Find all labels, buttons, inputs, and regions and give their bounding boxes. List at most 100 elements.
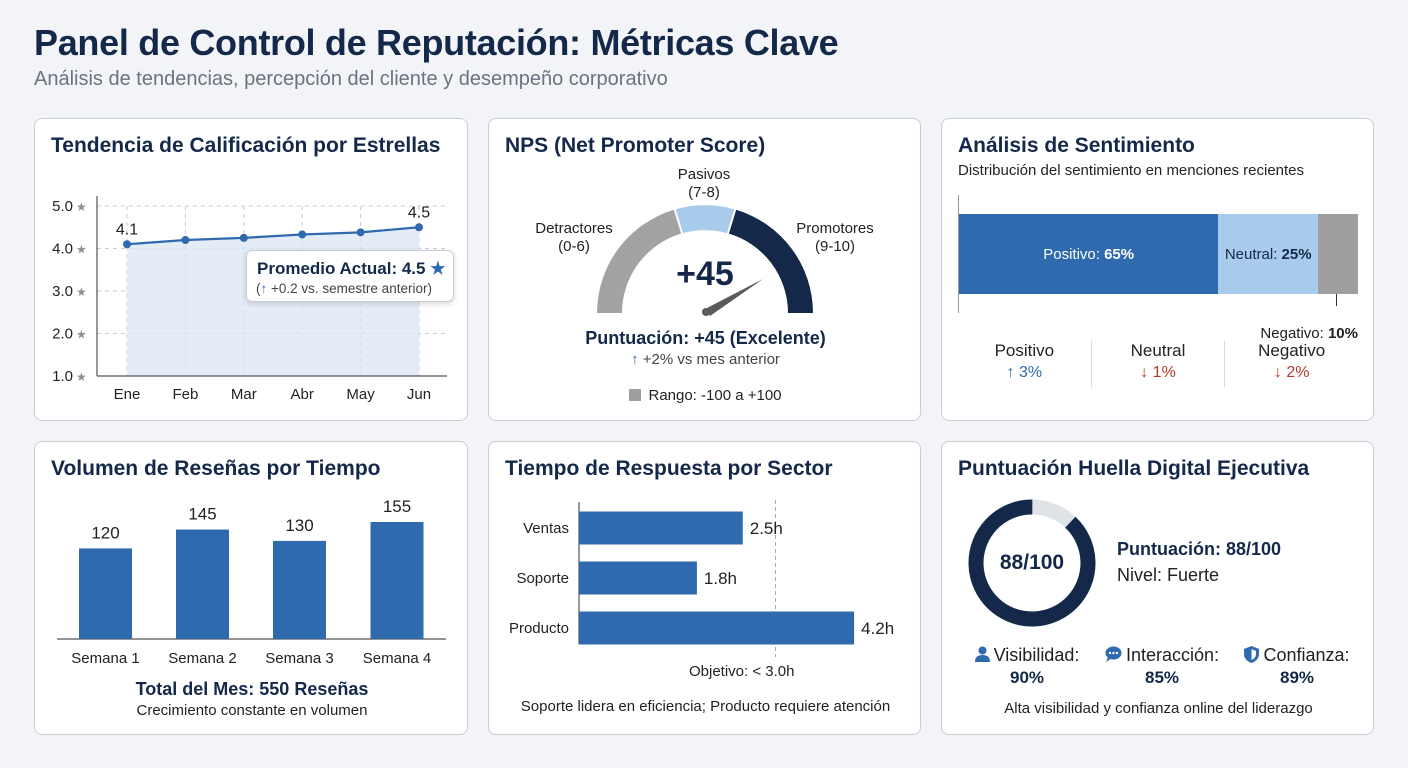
tooltip-title: Promedio Actual: 4.5 bbox=[257, 259, 426, 278]
sentiment-card: Análisis de Sentimiento Distribución del… bbox=[941, 118, 1374, 421]
negative-leader-line bbox=[1336, 294, 1337, 306]
nps-change-text: +2% vs mes anterior bbox=[642, 351, 780, 368]
person-icon bbox=[974, 646, 990, 662]
nps-value: +45 bbox=[676, 255, 734, 293]
star-icon: ★ bbox=[430, 259, 446, 278]
gauge-detractors-segment bbox=[597, 209, 682, 313]
metric-value: 89% bbox=[1279, 668, 1315, 687]
response-title: Tiempo de Respuesta por Sector bbox=[505, 457, 833, 480]
nps-card: NPS (Net Promoter Score) Pasivos (7-8) D… bbox=[488, 118, 921, 421]
volume-total: Total del Mes: 550 Reseñas bbox=[135, 679, 369, 699]
bar-value-label: 155 bbox=[383, 497, 411, 516]
volume-title: Volumen de Reseñas por Tiempo bbox=[51, 457, 381, 480]
star-trend-title: Tendencia de Calificación por Estrellas bbox=[51, 134, 441, 157]
gauge-needle bbox=[705, 279, 763, 316]
bar-value-label: 120 bbox=[91, 523, 119, 542]
footprint-level-text: Nivel: Fuerte bbox=[1117, 565, 1220, 585]
stat-label: Negativo bbox=[1258, 341, 1326, 360]
footprint-score-text: Puntuación: 88/100 bbox=[1117, 539, 1282, 559]
promoters-range: (9-10) bbox=[814, 238, 855, 255]
stat-label: Positivo bbox=[994, 341, 1055, 360]
gauge-passives-segment bbox=[675, 205, 735, 234]
y-tick-label: 5.0 bbox=[52, 198, 73, 215]
nps-range-text: Rango: -100 a +100 bbox=[648, 387, 782, 404]
bar-value-label: 145 bbox=[188, 505, 216, 524]
neutral-value: 25% bbox=[1281, 245, 1312, 263]
bar bbox=[79, 548, 132, 639]
up-arrow-icon: ↑ bbox=[1006, 364, 1015, 381]
donut-label: 88/100 bbox=[999, 551, 1065, 574]
stat-value: 3% bbox=[1019, 364, 1043, 381]
response-note: Soporte lidera en eficiencia; Producto r… bbox=[520, 698, 891, 715]
sentiment-stat-positive: Positivo ↑ 3% bbox=[958, 341, 1092, 387]
data-point bbox=[181, 236, 190, 244]
sentiment-bar: Positivo: 65% Neutral: 25% bbox=[959, 214, 1358, 294]
page-title: Panel de Control de Reputación: Métricas… bbox=[34, 22, 839, 63]
response-card: Tiempo de Respuesta por Sector 2.5h Venta… bbox=[488, 441, 921, 735]
metric-label: Interacción: bbox=[1125, 645, 1220, 665]
nps-score-text: Puntuación: +45 (Excelente) bbox=[585, 328, 826, 348]
range-legend-swatch bbox=[629, 389, 642, 401]
star-icon: ★ bbox=[76, 200, 87, 214]
sentiment-axis bbox=[958, 195, 959, 313]
data-point bbox=[356, 228, 365, 237]
sentiment-title: Análisis de Sentimiento bbox=[958, 134, 1195, 157]
data-point bbox=[123, 240, 131, 249]
up-arrow-icon: ↑ bbox=[260, 281, 268, 296]
neutral-label: Neutral: bbox=[1224, 245, 1282, 263]
average-tooltip: Promedio Actual: 4.5 ★ (↑ +0.2 vs. semes… bbox=[246, 250, 454, 302]
sentiment-stat-negative: Negativo ↓ 2% bbox=[1225, 341, 1358, 387]
y-tick-label: Producto bbox=[509, 620, 569, 637]
bar-value-label: 2.5h bbox=[750, 519, 783, 538]
data-point bbox=[415, 223, 423, 232]
nps-gauge bbox=[597, 205, 813, 316]
bar bbox=[370, 522, 424, 639]
y-tick-label: Ventas bbox=[523, 520, 569, 537]
x-tick-label: Abr bbox=[291, 386, 314, 403]
up-arrow-icon: ↑ bbox=[631, 351, 639, 368]
detractors-range: (0-6) bbox=[558, 238, 590, 255]
bar-value-label: 4.2h bbox=[861, 619, 894, 638]
bar-value-label: 130 bbox=[285, 516, 313, 535]
x-tick-label: Feb bbox=[172, 386, 198, 403]
data-label: 4.5 bbox=[408, 204, 430, 221]
metric-label: Visibilidad: bbox=[993, 645, 1080, 665]
star-icon: ★ bbox=[76, 285, 87, 299]
detractors-label: Detractores bbox=[535, 220, 613, 237]
metric-value: 85% bbox=[1144, 668, 1180, 687]
bar bbox=[273, 540, 326, 639]
footprint-donut bbox=[968, 499, 1096, 627]
volume-chart: 120 Semana 1 145 Semana 2 130 Semana 3 155 Sema… bbox=[57, 497, 446, 667]
promoters-label: Promotores bbox=[796, 220, 874, 237]
data-point bbox=[239, 233, 248, 242]
chat-bubble-icon bbox=[1105, 646, 1122, 662]
objective-label: Objetivo: < 3.0h bbox=[689, 663, 795, 680]
positive-segment: Positivo: 65% bbox=[959, 214, 1219, 294]
sentiment-stat-neutral: Neutral ↓ 1% bbox=[1092, 341, 1226, 387]
down-arrow-icon: ↓ bbox=[1140, 364, 1149, 381]
nps-title: NPS (Net Promoter Score) bbox=[505, 134, 766, 157]
passives-range: (7-8) bbox=[688, 184, 720, 201]
bar bbox=[579, 511, 743, 545]
metric-label: Confianza: bbox=[1263, 645, 1350, 665]
bar bbox=[579, 611, 855, 645]
star-icon: ★ bbox=[76, 370, 87, 384]
sentiment-subtitle: Distribución del sentimiento en mencione… bbox=[958, 162, 1305, 179]
trust-metric: Confianza: 89% bbox=[1232, 645, 1362, 688]
volume-card: Volumen de Reseñas por Tiempo 120 Semana … bbox=[34, 441, 468, 735]
tooltip-subtitle: +0.2 vs. semestre anterior bbox=[271, 281, 428, 296]
y-tick-label: 4.0 bbox=[52, 241, 73, 258]
response-chart: 2.5h Ventas 1.8h Soporte 4.2h Producto bbox=[509, 500, 894, 657]
passives-label: Pasivos bbox=[677, 166, 731, 183]
trend-line bbox=[126, 226, 420, 246]
star-icon: ★ bbox=[76, 328, 87, 342]
volume-note: Crecimiento constante en volumen bbox=[136, 702, 368, 719]
negative-label: Negativo: bbox=[1260, 325, 1328, 342]
data-point bbox=[298, 230, 307, 239]
y-tick-label: 3.0 bbox=[52, 283, 73, 300]
page-subtitle: Análisis de tendencias, percepción del c… bbox=[34, 68, 668, 90]
negative-segment bbox=[1318, 214, 1358, 294]
x-tick-label: Semana 4 bbox=[363, 650, 431, 667]
footprint-note: Alta visibilidad y confianza online del … bbox=[1004, 700, 1313, 717]
bar bbox=[176, 529, 229, 639]
